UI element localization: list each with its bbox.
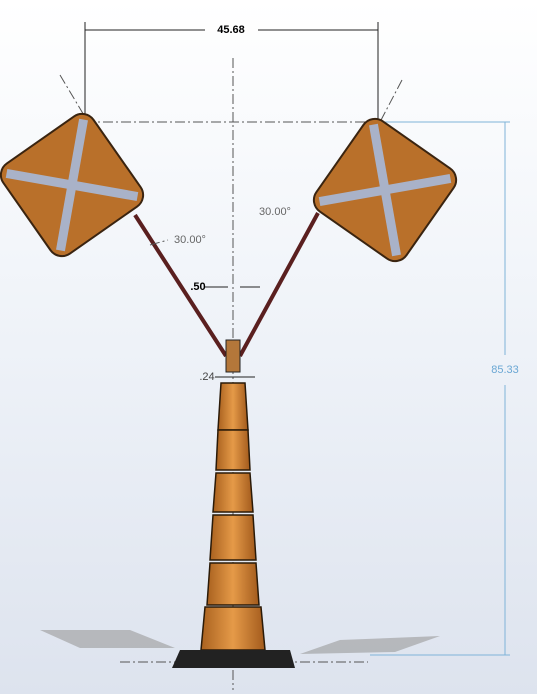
width-dimension: 45.68 (217, 24, 245, 36)
angle-dimension: 30.00° (259, 206, 291, 218)
base (172, 650, 295, 668)
background (0, 0, 537, 694)
height-dimension: 85.33 (491, 364, 519, 376)
rod-dimension: .50 (190, 281, 205, 293)
angle-dimension: 30.00° (174, 234, 206, 246)
collar-dimension: .24 (199, 371, 214, 383)
cad-drawing: 45.68 85.33 30.00° 30.00° .50 .24 (0, 0, 537, 694)
mount (226, 340, 240, 372)
